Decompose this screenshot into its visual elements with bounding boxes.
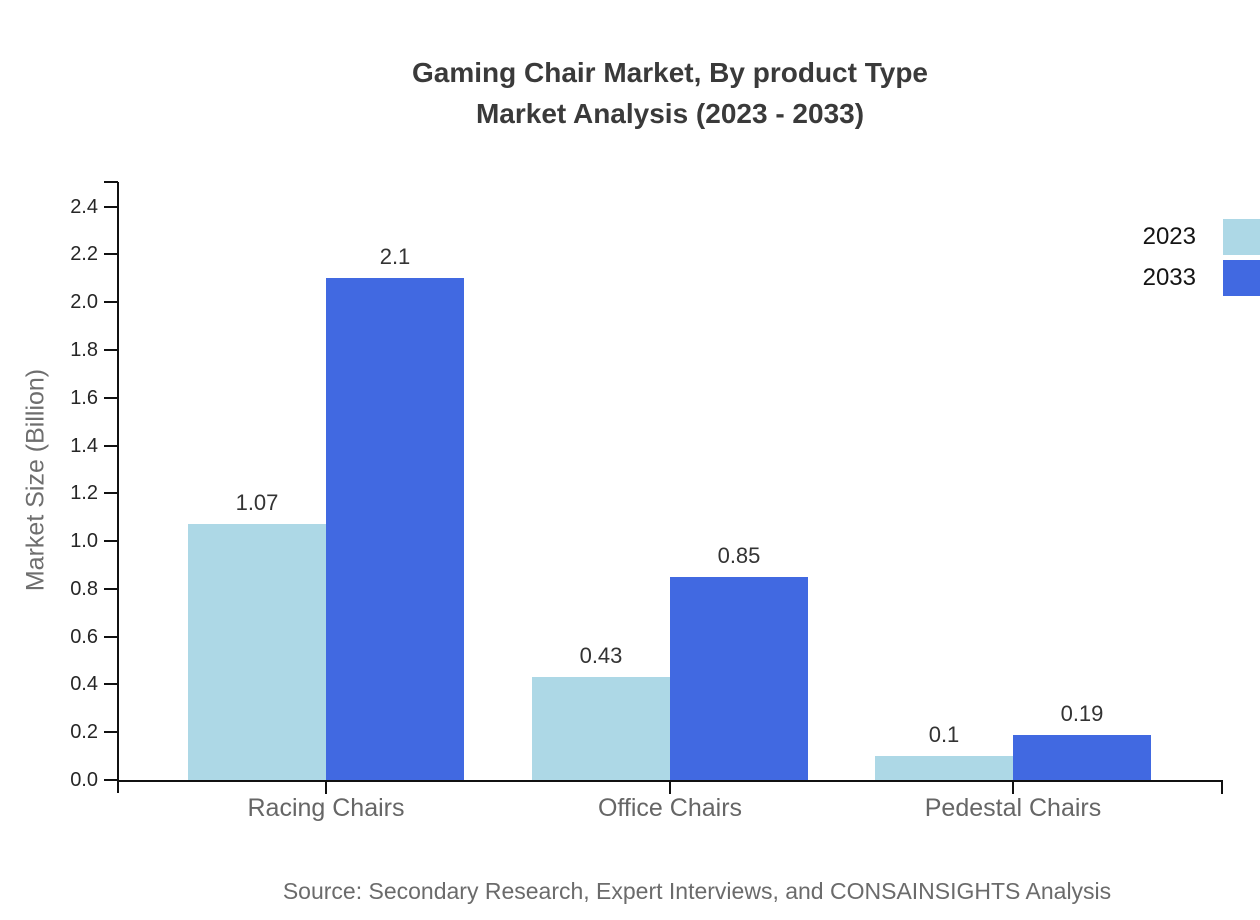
y-tick-label-0.8: 0.8 [70, 577, 98, 600]
category-label-office-chairs: Office Chairs [597, 794, 743, 822]
y-tick-1.4 [104, 444, 118, 447]
x-axis-end-tick [1221, 780, 1223, 794]
y-tick-label-2.2: 2.2 [70, 243, 98, 266]
y-axis-line [117, 182, 119, 793]
x-tick-racing-chairs [325, 780, 327, 794]
y-tick-label-1.8: 1.8 [70, 338, 98, 361]
y-axis-end-tick [104, 181, 118, 183]
y-tick-label-0.2: 0.2 [70, 721, 98, 744]
y-tick-label-2.0: 2.0 [70, 291, 98, 314]
value-label-2023-office-chairs: 0.43 [579, 643, 623, 669]
y-tick-label-1.0: 1.0 [70, 530, 98, 553]
y-tick-label-0.6: 0.6 [70, 625, 98, 648]
chart-title-line-2: Market Analysis (2023 - 2033) [475, 98, 865, 129]
bar-2033-pedestal-chairs [1013, 734, 1151, 780]
x-tick-pedestal-chairs [1012, 780, 1014, 794]
y-tick-1.8 [104, 348, 118, 351]
source-note: Source: Secondary Research, Expert Inter… [282, 878, 1112, 904]
legend-label-2033: 2033 [1142, 264, 1196, 291]
y-tick-2.0 [104, 301, 118, 304]
legend-label-2023: 2023 [1142, 223, 1196, 250]
y-tick-1.0 [104, 540, 118, 543]
category-label-pedestal-chairs: Pedestal Chairs [924, 794, 1102, 822]
legend-swatch-2023 [1223, 219, 1260, 255]
bar-2033-office-chairs [670, 576, 808, 780]
y-tick-0.4 [104, 683, 118, 686]
value-label-2023-racing-chairs: 1.07 [235, 490, 279, 516]
value-label-2033-office-chairs: 0.85 [717, 542, 761, 568]
y-tick-0.8 [104, 587, 118, 590]
bar-2023-office-chairs [532, 677, 670, 780]
y-tick-label-0.0: 0.0 [70, 769, 98, 791]
y-tick-2.4 [104, 205, 118, 208]
y-tick-label-1.6: 1.6 [70, 386, 98, 409]
bar-2023-pedestal-chairs [875, 756, 1013, 780]
y-tick-0.2 [104, 731, 118, 734]
bar-2023-racing-chairs [188, 524, 326, 780]
value-label-2033-racing-chairs: 2.1 [379, 244, 411, 270]
value-label-2033-pedestal-chairs: 0.19 [1060, 700, 1104, 726]
chart-title: Gaming Chair Market, By product Type Mar… [120, 52, 1220, 134]
category-label-racing-chairs: Racing Chairs [247, 794, 405, 822]
y-tick-1.6 [104, 396, 118, 399]
y-tick-0.0 [104, 779, 118, 781]
y-tick-1.2 [104, 492, 118, 495]
y-tick-label-0.4: 0.4 [70, 673, 98, 696]
y-tick-label-1.4: 1.4 [70, 434, 98, 457]
y-tick-0.6 [104, 635, 118, 638]
y-tick-label-2.4: 2.4 [70, 195, 98, 218]
y-tick-2.2 [104, 253, 118, 256]
y-tick-label-1.2: 1.2 [70, 482, 98, 505]
value-label-2023-pedestal-chairs: 0.1 [928, 722, 960, 748]
bar-2033-racing-chairs [326, 278, 464, 780]
legend-swatch-2033 [1223, 260, 1260, 296]
x-tick-office-chairs [669, 780, 671, 794]
chart-title-line-1: Gaming Chair Market, By product Type [411, 57, 929, 88]
